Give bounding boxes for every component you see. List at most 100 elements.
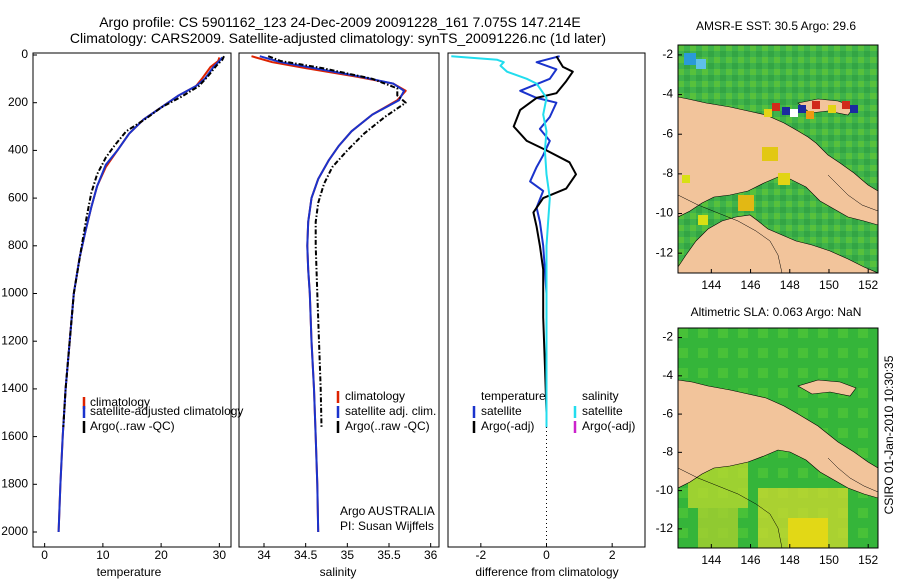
sla-map-panel: Altimetric SLA: 0.063 Argo: NaN 144 146 14… [656,305,879,567]
series-line-temperature-argo-adj- [512,55,577,428]
sst-map-area [678,45,878,273]
map-x-tick-label: 146 [741,553,761,567]
map-x-tick-label: 150 [819,278,839,292]
x-tick-label: 35 [341,548,355,562]
islands-contour [827,174,878,212]
difference-legend: temperature salinity satellite Argo(-adj… [472,389,635,433]
sla-map-box [677,327,879,549]
salinity-axes-box [238,52,440,548]
difference-lines [451,55,577,428]
map-y-tick-label: -10 [656,206,674,220]
map-x-tick-label: 144 [701,553,721,567]
legend-label-temp-argo: Argo(-adj) [481,419,534,433]
salinity-x-axis: 34 34.5 35 35.5 36 [257,543,438,562]
map-y-tick-label: -10 [656,483,674,497]
ocean-contour [678,194,783,273]
series-line-salinity-satellite [451,55,551,428]
pi-text: PI: Susan Wijffels [340,519,434,533]
map-x-tick-label: 148 [780,278,800,292]
temperature-x-axis: 0 10 20 30 [41,543,226,562]
depth-tick-label: 600 [8,190,28,204]
depth-tick-label: 800 [8,238,28,252]
ocean-contour [678,467,783,548]
map-y-tick-label: -12 [656,245,674,259]
new-britain-island [797,379,857,397]
map-x-tick-label: 150 [819,553,839,567]
x-tick-label: 34 [257,548,271,562]
new-guinea-land [678,379,878,499]
map-x-tick-label: 152 [858,278,878,292]
salinity-legend: climatology satellite adj. clim. Argo(..… [336,389,436,433]
x-tick-label: -2 [475,548,486,562]
series-line-satellite-adjusted-climatology [57,56,224,533]
sst-map-axes: 144 146 148 150 152 -2 -4 -6 -8 -10 -12 [656,47,879,292]
sla-map-area [678,328,878,548]
map-x-tick-label: 148 [780,553,800,567]
legend-label-satellite-adjusted: satellite-adjusted climatology [90,404,243,418]
x-tick-label: 30 [213,548,227,562]
x-tick-label: 35.5 [377,548,401,562]
legend-label-climatology: climatology [90,395,150,409]
map-y-tick-label: -2 [662,47,673,61]
depth-tick-label: 2000 [1,524,28,538]
depth-axis: 0 200 400 600 800 1000 1200 1400 1600 1800 2000 [1,47,37,538]
series-line-argo-raw-qc- [62,55,225,428]
sst-map-title: AMSR-E SST: 30.5 Argo: 29.6 [696,19,856,33]
sla-map-title: Altimetric SLA: 0.063 Argo: NaN [691,305,862,319]
x-tick-label: 10 [96,548,110,562]
x-tick-label: 20 [154,548,168,562]
legend-label-climatology: climatology [345,389,405,403]
x-tick-label: 0 [41,548,48,562]
map-y-tick-label: -2 [662,330,673,344]
islands-contour [827,457,878,493]
sst-map-panel: AMSR-E SST: 30.5 Argo: 29.6 [656,19,879,292]
map-x-tick-label: 152 [858,553,878,567]
title-line-1: Argo profile: CS 5901162_123 24-Dec-2009… [99,14,581,30]
x-tick-label: 36 [424,548,438,562]
series-line-climatology [251,55,407,533]
map-y-tick-label: -4 [662,368,673,382]
x-tick-label: 0 [543,548,550,562]
salinity-lines [251,55,407,533]
legend-label-satellite-adj: satellite adj. clim. [345,404,436,418]
depth-tick-label: 200 [8,95,28,109]
map-y-tick-label: -12 [656,521,674,535]
difference-x-axis: -2 0 2 [475,543,616,562]
map-y-tick-label: -6 [662,126,673,140]
temperature-axes-box [32,52,232,548]
map-y-tick-label: -4 [662,87,673,101]
temperature-panel: 0 200 400 600 800 1000 1200 1400 1600 1800 2000 0 1… [1,47,243,579]
australia-land [678,214,878,273]
series-line-argo-raw-qc- [267,55,407,428]
legend-label-temp-satellite: satellite [481,404,522,418]
depth-tick-label: 1800 [1,476,28,490]
depth-tick-label: 1200 [1,333,28,347]
map-y-tick-label: -8 [662,445,673,459]
temperature-x-label: temperature [97,565,162,579]
x-tick-label: 2 [609,548,616,562]
salinity-x-label: salinity [320,565,357,579]
depth-tick-label: 1400 [1,381,28,395]
credit-text: Argo AUSTRALIA [340,504,435,518]
legend-header-temperature: temperature [481,389,546,403]
series-line-satellite-adj-clim- [259,55,405,533]
depth-tick-label: 1000 [1,286,28,300]
legend-label-sal-satellite: satellite [582,404,623,418]
legend-label-argo: Argo(..raw -QC) [345,419,430,433]
salinity-panel: 34 34.5 35 35.5 36 salinity climatology sate… [238,52,440,579]
temperature-legend: climatology satellite-adjusted climatolo… [82,395,243,433]
series-line-temperature-satellite [519,55,560,428]
depth-tick-label: 400 [8,143,28,157]
map-x-tick-label: 146 [741,278,761,292]
title-line-2: Climatology: CARS2009. Satellite-adjuste… [70,30,606,46]
legend-label-argo: Argo(..raw -QC) [90,419,175,433]
map-y-tick-label: -6 [662,406,673,420]
x-tick-label: 34.5 [294,548,318,562]
temperature-lines [57,55,225,533]
sla-map-axes: 144 146 148 150 152 -2 -4 -6 -8 -10 -12 [656,330,879,567]
legend-header-salinity: salinity [582,389,619,403]
map-y-tick-label: -8 [662,166,673,180]
timestamp-label: CSIRO 01-Jan-2010 10:30:35 [882,355,896,514]
legend-label-sal-argo: Argo(-adj) [582,419,635,433]
difference-panel: -2 0 2 difference from climatology tempera… [447,52,646,579]
